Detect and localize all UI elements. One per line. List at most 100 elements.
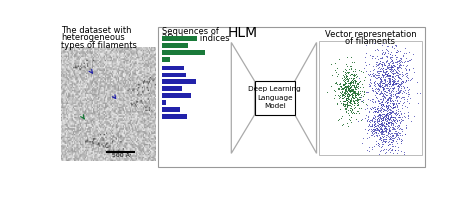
Point (403, 85, 410, 88)
Point (372, 75, 379, 78)
Point (349, 88, 357, 92)
Point (372, 77, 380, 80)
Point (376, 136, 384, 139)
Point (343, 81, 350, 85)
Point (393, 60, 401, 63)
Point (351, 101, 359, 104)
Point (371, 111, 379, 114)
Point (398, 130, 406, 133)
Point (395, 113, 402, 117)
Point (396, 115, 403, 119)
Point (401, 100, 408, 103)
Point (388, 125, 395, 129)
Point (379, 118, 386, 121)
Point (340, 83, 347, 86)
Point (348, 81, 356, 84)
Point (387, 151, 394, 154)
Point (359, 95, 367, 98)
Point (350, 83, 358, 86)
Point (373, 134, 381, 138)
Point (391, 112, 399, 115)
Point (344, 83, 352, 86)
Point (388, 83, 395, 86)
Point (371, 125, 379, 128)
Point (384, 140, 392, 143)
Point (385, 132, 392, 135)
Point (343, 96, 351, 99)
Point (351, 81, 358, 85)
Point (394, 92, 402, 95)
Point (394, 84, 401, 87)
Point (378, 57, 385, 60)
Point (383, 106, 391, 109)
Point (374, 74, 382, 77)
Point (385, 104, 393, 107)
Point (390, 86, 397, 89)
Point (374, 117, 382, 120)
Point (395, 101, 403, 104)
Point (391, 92, 399, 95)
Point (403, 75, 410, 78)
Point (338, 91, 346, 94)
Point (382, 81, 389, 84)
Point (408, 57, 415, 61)
Point (384, 130, 392, 133)
Point (382, 100, 389, 103)
Point (390, 65, 398, 68)
Point (386, 128, 393, 132)
Point (373, 133, 381, 136)
Point (387, 99, 395, 103)
Point (386, 65, 394, 68)
Point (365, 119, 373, 123)
Point (365, 123, 373, 126)
Point (400, 80, 407, 83)
Point (377, 130, 384, 133)
Point (390, 121, 397, 124)
Point (346, 82, 354, 86)
Point (376, 101, 383, 104)
Point (338, 97, 346, 100)
Point (377, 110, 385, 113)
Point (377, 122, 384, 126)
Point (384, 106, 392, 109)
Point (368, 125, 375, 128)
Point (386, 74, 393, 77)
Point (342, 75, 350, 78)
Point (403, 97, 410, 100)
Point (375, 65, 383, 68)
Point (397, 112, 405, 116)
Point (397, 80, 405, 83)
Point (384, 143, 392, 146)
Point (375, 101, 383, 104)
Point (380, 135, 387, 138)
Point (398, 67, 405, 70)
Point (389, 106, 397, 109)
Point (391, 118, 399, 122)
Point (342, 102, 349, 105)
Point (356, 96, 363, 99)
Point (401, 59, 409, 63)
Point (357, 93, 365, 97)
Point (374, 129, 382, 132)
Point (416, 92, 423, 95)
Point (384, 124, 392, 127)
Point (397, 81, 404, 84)
Point (374, 67, 382, 70)
Point (371, 82, 379, 85)
Point (351, 91, 359, 94)
Point (347, 97, 355, 100)
Point (337, 85, 345, 88)
Point (396, 99, 403, 102)
Point (377, 78, 385, 81)
Point (392, 43, 400, 46)
Point (407, 77, 414, 81)
Point (389, 65, 396, 68)
Point (369, 64, 376, 68)
Point (356, 106, 363, 110)
Point (396, 56, 403, 60)
Point (398, 70, 406, 73)
Point (389, 76, 396, 79)
Point (413, 91, 420, 95)
Point (385, 62, 393, 65)
Point (388, 88, 396, 92)
